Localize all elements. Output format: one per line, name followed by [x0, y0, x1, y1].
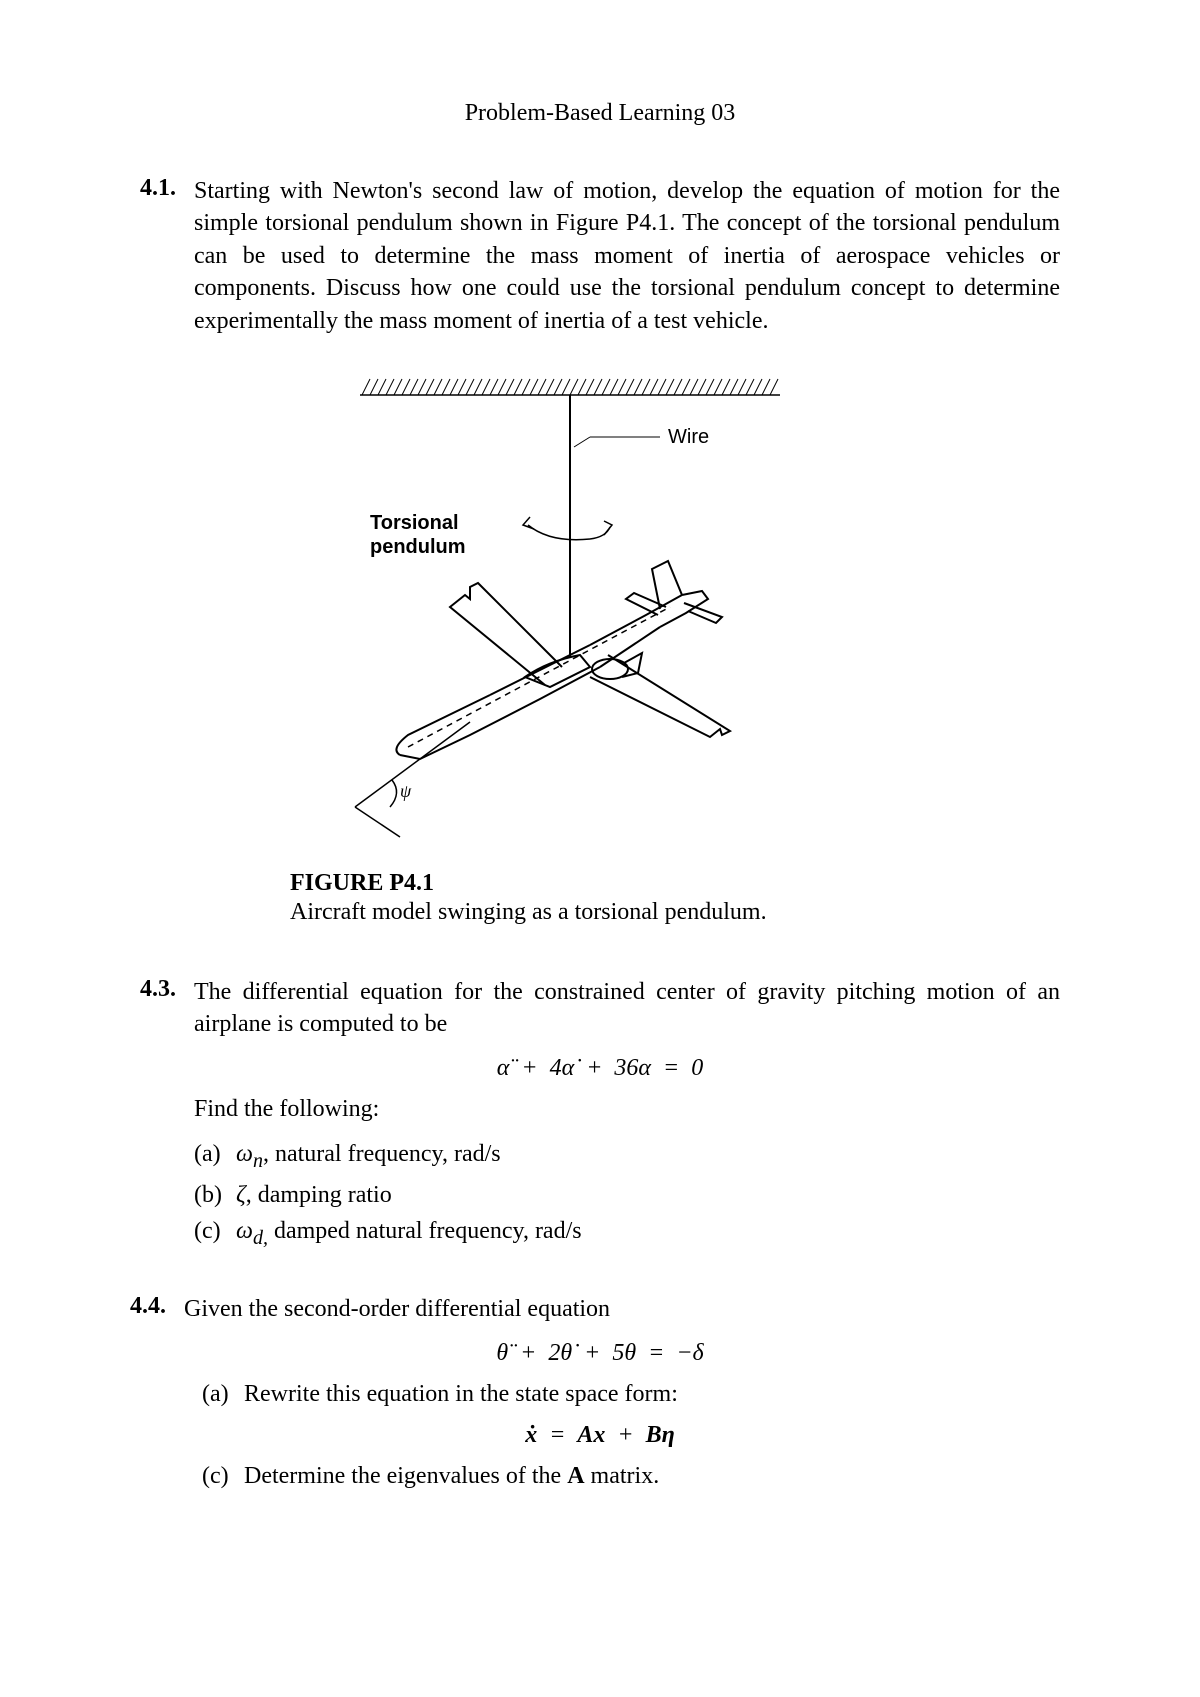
- problem-text-4-3: The differential equation for the constr…: [194, 976, 1060, 1041]
- problem-text-4-4: Given the second-order differential equa…: [184, 1293, 610, 1325]
- item-4-3-b: (b) ζ, damping ratio: [194, 1178, 1060, 1213]
- figure-p4-1: Wire Torsional pendulum: [290, 377, 1060, 852]
- equation-4-4-1: θ̈ + 2θ̇ + 5θ = −δ: [140, 1340, 1060, 1367]
- problem-number-4-3: 4.3.: [140, 976, 194, 1003]
- equation-4-3: α̈ + 4α̇ + 36α = 0: [140, 1055, 1060, 1082]
- item-4-3-c: (c) ωd, damped natural frequency, rad/s: [194, 1214, 1060, 1253]
- aircraft-outline: [396, 561, 730, 759]
- find-label: Find the following:: [194, 1096, 1060, 1123]
- rotation-arc: [523, 517, 612, 540]
- problem-number-4-1: 4.1.: [140, 175, 194, 202]
- problem-number-4-4: 4.4.: [130, 1293, 184, 1320]
- pendulum-label: pendulum: [370, 536, 466, 558]
- problem-4-4: 4.4. Given the second-order differential…: [140, 1293, 1060, 1489]
- psi-angle: ψ: [355, 722, 470, 837]
- equation-4-4-2: ẋ = Ax + Bη: [140, 1422, 1060, 1449]
- torsional-pendulum-diagram: Wire Torsional pendulum: [290, 377, 850, 847]
- problem-4-3: 4.3. The differential equation for the c…: [140, 976, 1060, 1253]
- wire-label: Wire: [668, 426, 709, 448]
- figure-label: FIGURE P4.1: [290, 870, 1060, 897]
- problem-4-1: 4.1. Starting with Newton's second law o…: [140, 175, 1060, 337]
- item-4-4-a: (a) Rewrite this equation in the state s…: [202, 1381, 1060, 1408]
- figure-caption: Aircraft model swinging as a torsional p…: [290, 899, 1060, 926]
- item-4-4-c: (c) Determine the eigenvalues of the A m…: [202, 1463, 1060, 1490]
- torsional-label: Torsional: [370, 512, 459, 534]
- ceiling-hatching: [360, 379, 780, 395]
- figure-caption-block: FIGURE P4.1 Aircraft model swinging as a…: [290, 870, 1060, 926]
- page-header: Problem-Based Learning 03: [140, 100, 1060, 127]
- svg-text:ψ: ψ: [400, 781, 412, 801]
- problem-text-4-1: Starting with Newton's second law of mot…: [194, 175, 1060, 337]
- item-4-3-a: (a) ωn, natural frequency, rad/s: [194, 1137, 1060, 1176]
